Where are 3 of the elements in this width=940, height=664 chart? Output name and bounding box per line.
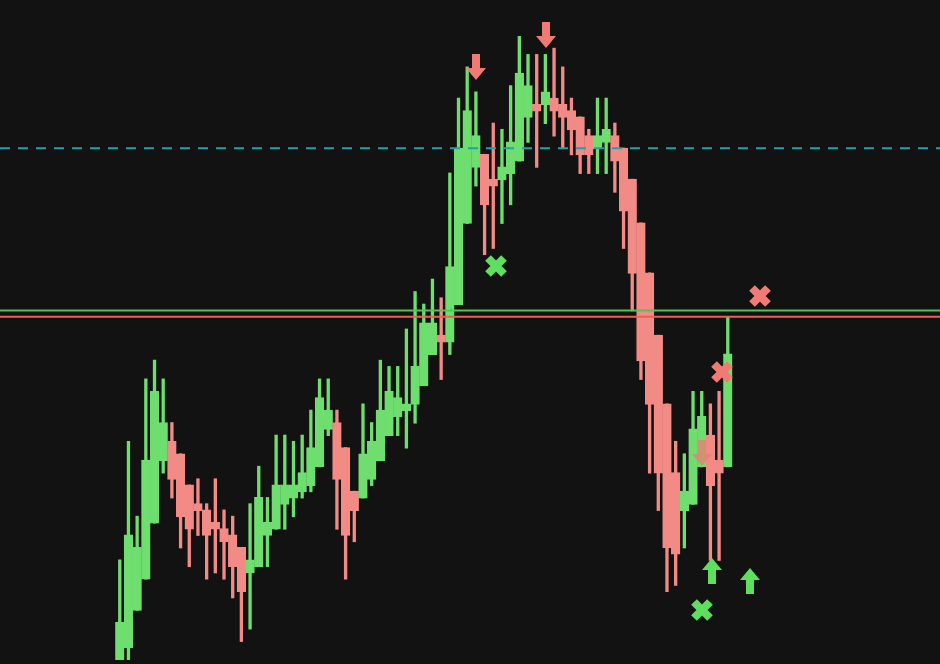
candlestick — [714, 391, 724, 561]
candlestick — [436, 297, 446, 380]
candlestick — [245, 503, 255, 630]
